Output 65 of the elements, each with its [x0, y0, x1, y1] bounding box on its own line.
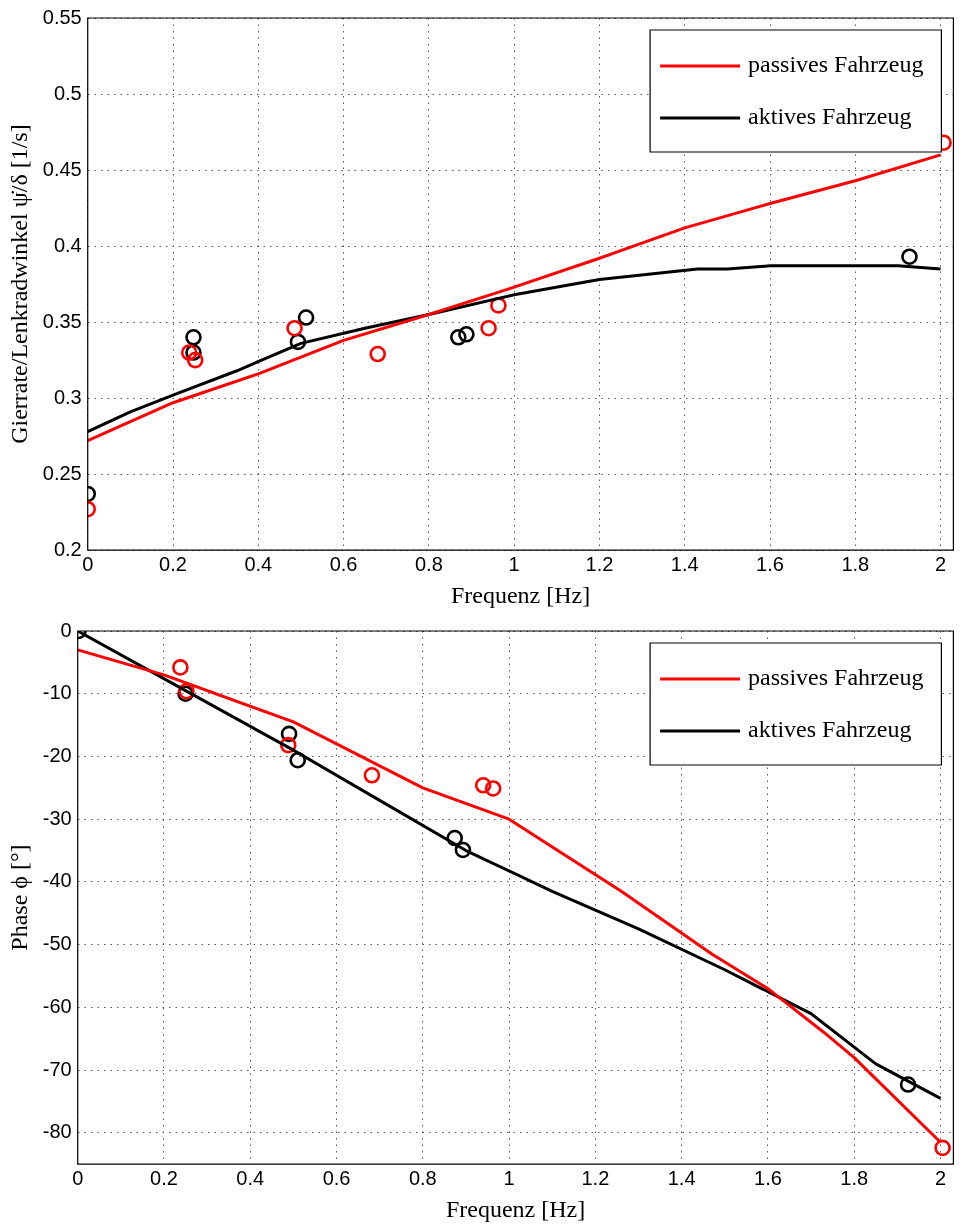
x-tick-label: 0.2: [150, 1166, 178, 1189]
y-tick-label: 0.4: [53, 233, 82, 256]
x-tick-label: 1.2: [585, 552, 614, 575]
point: [480, 319, 497, 337]
point: [297, 309, 315, 326]
legend-label: aktives Fahrzeug: [748, 103, 912, 130]
x-tick-label: 0.8: [408, 1166, 437, 1189]
point: [446, 829, 464, 847]
x-tick-label: 0.6: [329, 552, 358, 575]
x-tick-label: 0.8: [414, 552, 443, 575]
y-tick-label: 0.35: [42, 309, 82, 332]
x-tick-label: 0.2: [159, 552, 187, 575]
y-tick-label: -40: [42, 869, 72, 892]
y-tick-label: -10: [42, 681, 72, 704]
y-tick-label: 0.55: [42, 5, 82, 28]
point: [450, 329, 467, 346]
point: [289, 751, 307, 769]
x-tick-label: 1.4: [667, 1166, 696, 1189]
y-tick-label: 0.2: [53, 537, 82, 560]
x-tick-label: 1.4: [670, 552, 699, 575]
point: [172, 659, 189, 676]
x-tick-label: 1.6: [756, 552, 784, 575]
legend-label: passives Fahrzeug: [748, 664, 924, 691]
y-tick-label: -80: [42, 1120, 72, 1143]
x-tick-label: 2: [935, 552, 947, 575]
x-tick-label: 1: [508, 552, 520, 575]
y-tick-label: 0.3: [53, 385, 82, 408]
y-tick-label: 0.25: [42, 461, 82, 484]
x-tick-label: 0.6: [322, 1166, 351, 1189]
point: [180, 344, 198, 361]
point: [454, 841, 472, 859]
y-tick-label: -30: [42, 806, 72, 829]
y-axis-title: Phase ϕ [°]: [5, 844, 32, 951]
legend-label: aktives Fahrzeug: [748, 716, 912, 743]
point: [934, 1139, 951, 1157]
point: [901, 248, 918, 266]
x-tick-label: 0.4: [244, 552, 273, 575]
x-tick-label: 1.8: [840, 1166, 869, 1189]
x-tick-label: 1.8: [841, 552, 870, 575]
x-tick-label: 1.6: [754, 1166, 782, 1189]
legend-label: passives Fahrzeug: [748, 51, 924, 78]
point: [369, 345, 387, 363]
point: [484, 780, 502, 797]
point: [899, 1076, 917, 1093]
y-tick-label: -50: [42, 932, 72, 955]
point: [286, 319, 303, 337]
point: [186, 351, 204, 369]
point: [458, 325, 475, 343]
y-tick-label: 0.5: [53, 81, 82, 104]
y-tick-label: -60: [42, 994, 72, 1017]
x-axis-title: Frequenz [Hz]: [445, 1195, 586, 1222]
y-tick-label: -20: [42, 743, 72, 766]
point: [474, 777, 492, 794]
x-tick-label: 2: [934, 1166, 947, 1189]
x-tick-label: 1.2: [581, 1166, 610, 1189]
point: [363, 766, 381, 784]
point: [185, 329, 202, 346]
point: [289, 333, 307, 351]
x-tick-label: 0.4: [236, 1166, 265, 1189]
y-axis-title: Gierrate/Lenkradwinkel ψ̇/δ [1/s]: [5, 124, 32, 444]
y-tick-label: -70: [42, 1057, 72, 1080]
y-tick-label: 0: [60, 618, 72, 641]
x-axis-title: Frequenz [Hz]: [450, 581, 591, 608]
y-tick-label: 0.45: [42, 157, 82, 180]
x-tick-label: 1: [503, 1166, 515, 1189]
